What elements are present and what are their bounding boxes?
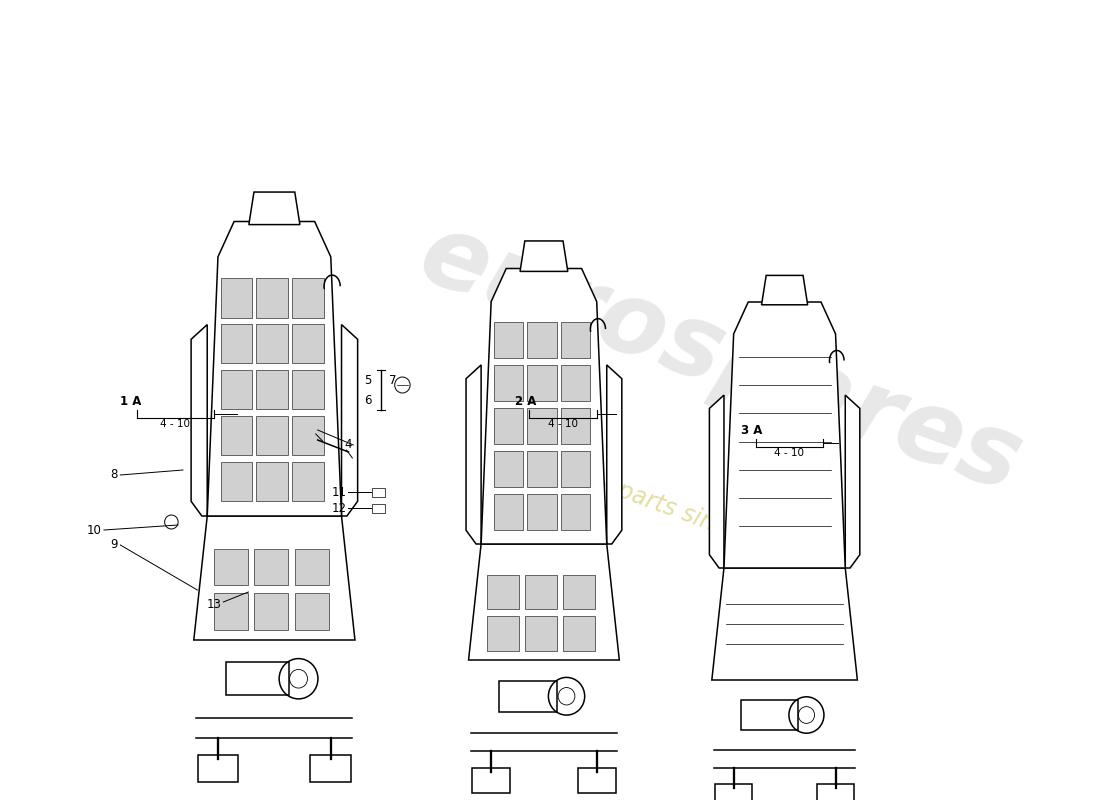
Bar	[293, 370, 323, 410]
Polygon shape	[712, 568, 857, 680]
Text: 4 - 10: 4 - 10	[774, 448, 804, 458]
FancyBboxPatch shape	[198, 755, 239, 782]
Text: 12: 12	[331, 502, 346, 514]
Text: a passion for parts since 1985: a passion for parts since 1985	[463, 424, 807, 568]
Bar	[256, 278, 288, 318]
Bar	[494, 365, 524, 402]
FancyBboxPatch shape	[227, 662, 289, 695]
Bar	[221, 416, 252, 455]
Bar	[561, 408, 591, 444]
Bar	[527, 408, 557, 444]
FancyBboxPatch shape	[499, 681, 558, 712]
Polygon shape	[481, 269, 607, 544]
Text: 10: 10	[86, 523, 101, 537]
FancyBboxPatch shape	[472, 768, 510, 793]
Text: 3 A: 3 A	[741, 424, 762, 437]
Polygon shape	[724, 302, 845, 568]
Polygon shape	[207, 222, 341, 516]
Bar	[487, 617, 519, 650]
Text: 5: 5	[364, 374, 372, 386]
Bar	[213, 549, 249, 586]
Text: 4: 4	[344, 438, 351, 451]
Text: 4 - 10: 4 - 10	[161, 419, 190, 429]
Bar	[563, 617, 595, 650]
Polygon shape	[469, 544, 619, 660]
Polygon shape	[466, 365, 481, 544]
Bar	[254, 549, 288, 586]
Bar	[221, 324, 252, 363]
Polygon shape	[710, 395, 724, 568]
Bar	[525, 574, 557, 609]
Text: 13: 13	[207, 598, 221, 611]
Bar	[494, 450, 524, 487]
Text: 8: 8	[110, 469, 118, 482]
Polygon shape	[191, 325, 207, 516]
Polygon shape	[341, 325, 358, 516]
Bar	[561, 365, 591, 402]
FancyBboxPatch shape	[578, 768, 616, 793]
Bar	[494, 408, 524, 444]
Polygon shape	[520, 241, 568, 271]
Text: 11: 11	[331, 486, 346, 498]
Bar	[256, 416, 288, 455]
Bar	[494, 322, 524, 358]
Bar	[256, 370, 288, 410]
FancyBboxPatch shape	[741, 700, 798, 730]
Bar	[293, 324, 323, 363]
Bar	[527, 450, 557, 487]
Bar	[561, 494, 591, 530]
Text: 2 A: 2 A	[515, 395, 537, 408]
Polygon shape	[249, 192, 300, 225]
Text: 6: 6	[364, 394, 372, 406]
Bar	[372, 488, 385, 497]
Text: 1 A: 1 A	[120, 395, 142, 408]
Bar	[256, 462, 288, 502]
Text: eurospares: eurospares	[406, 206, 1034, 514]
Polygon shape	[845, 395, 860, 568]
Bar	[221, 278, 252, 318]
FancyBboxPatch shape	[715, 784, 752, 800]
Bar	[487, 574, 519, 609]
FancyBboxPatch shape	[310, 755, 351, 782]
Bar	[221, 462, 252, 502]
Bar	[295, 549, 329, 586]
Bar	[563, 574, 595, 609]
Bar	[372, 504, 385, 513]
Bar	[527, 365, 557, 402]
Bar	[527, 322, 557, 358]
Bar	[561, 322, 591, 358]
Bar	[213, 594, 249, 630]
Text: 9: 9	[110, 538, 118, 551]
Bar	[295, 594, 329, 630]
Text: 4 - 10: 4 - 10	[548, 419, 579, 429]
Bar	[293, 462, 323, 502]
Bar	[293, 278, 323, 318]
Text: 7: 7	[389, 374, 396, 386]
Bar	[494, 494, 524, 530]
Bar	[561, 450, 591, 487]
Bar	[256, 324, 288, 363]
Polygon shape	[761, 275, 807, 305]
Bar	[221, 370, 252, 410]
Bar	[525, 617, 557, 650]
Polygon shape	[607, 365, 621, 544]
Polygon shape	[194, 516, 355, 640]
Bar	[293, 416, 323, 455]
Bar	[527, 494, 557, 530]
Bar	[254, 594, 288, 630]
FancyBboxPatch shape	[817, 784, 854, 800]
